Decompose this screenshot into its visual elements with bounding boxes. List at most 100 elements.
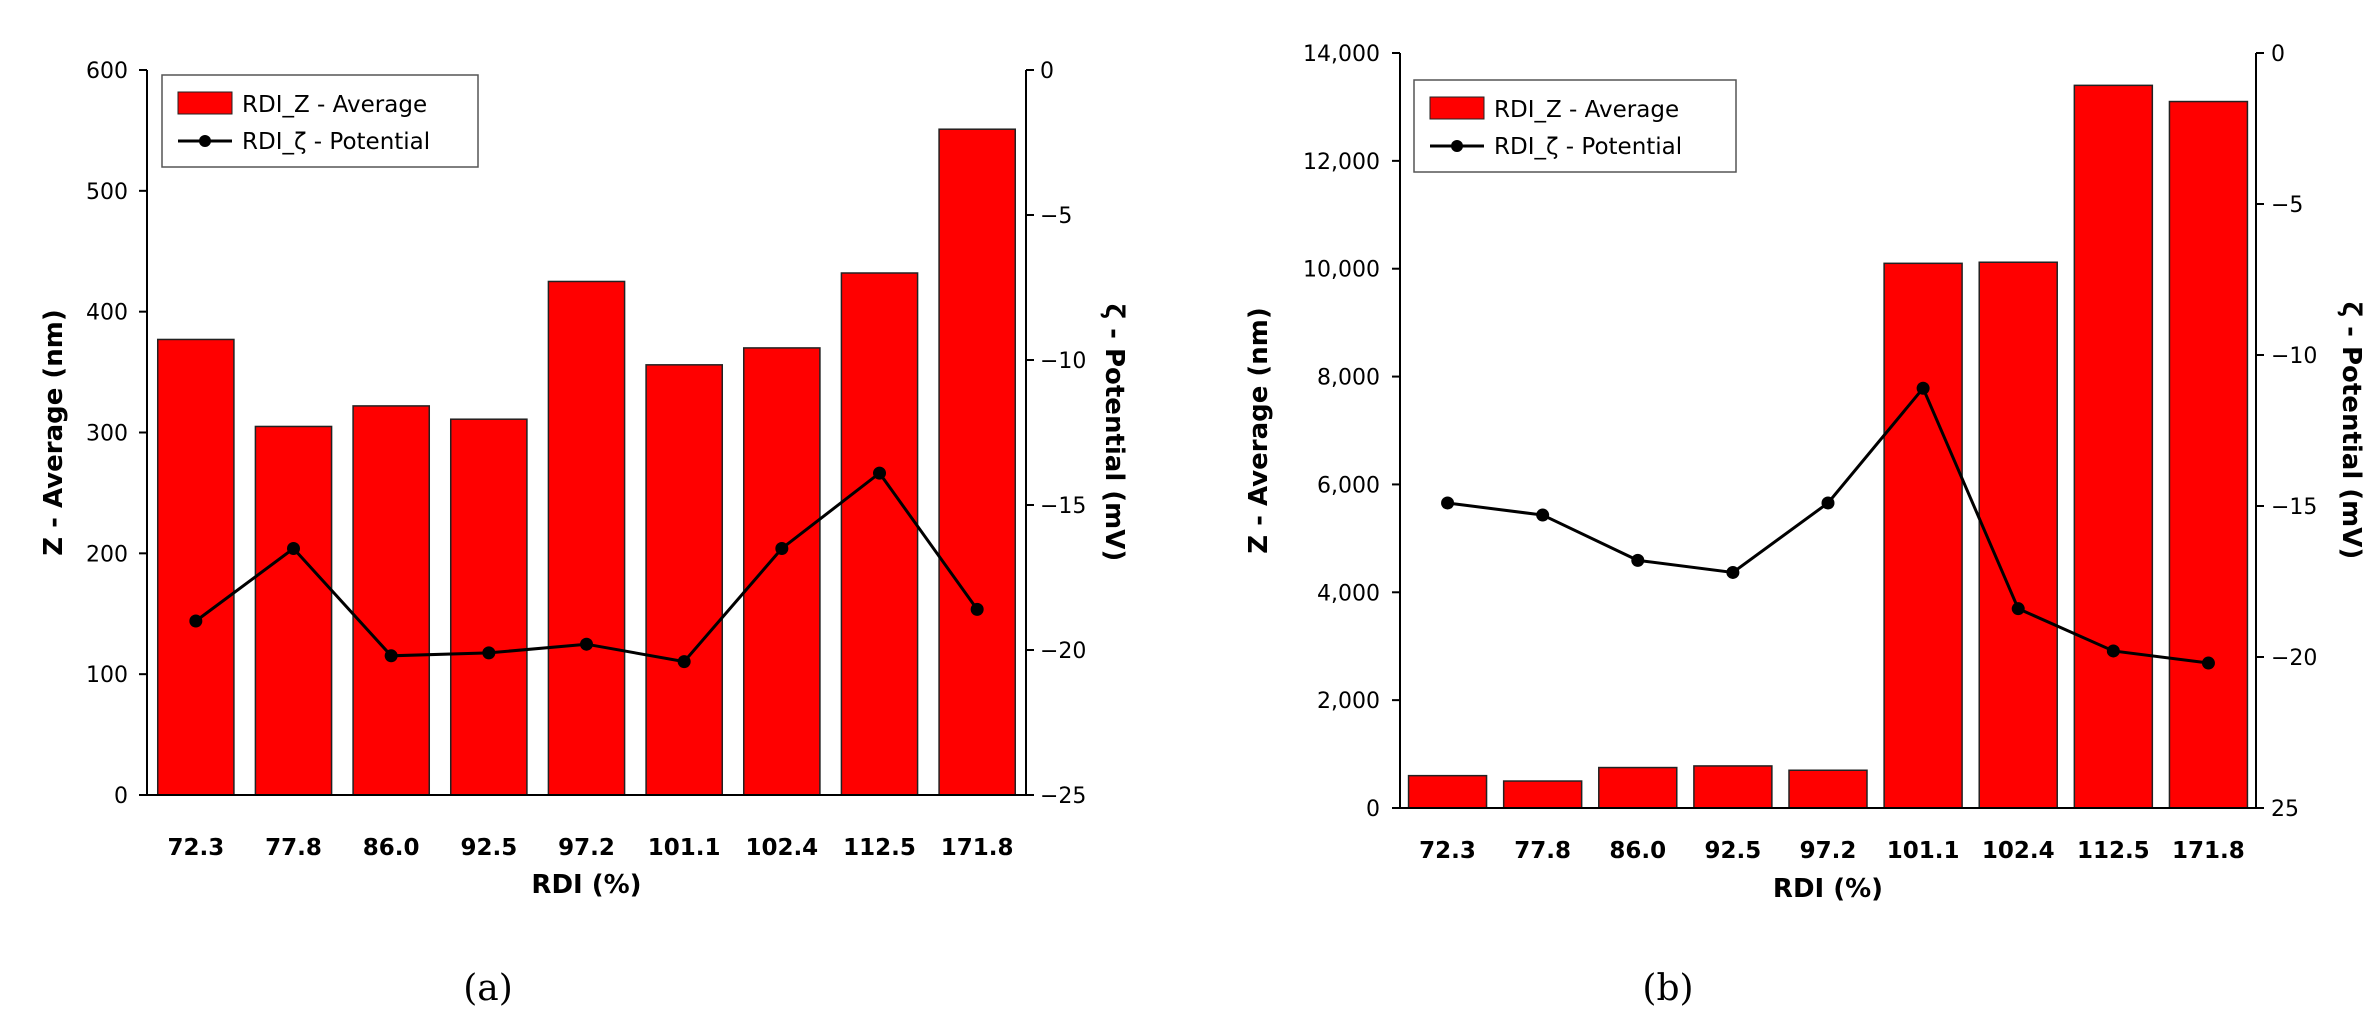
bar: [1788, 769, 1868, 809]
legend-bar-swatch: [1429, 96, 1485, 120]
y2-tick-label: −10: [2271, 344, 2317, 369]
y-tick-label: 8,000: [1317, 366, 1380, 391]
x-tick-label: 171.8: [2172, 838, 2245, 864]
x-tick-label: 102.4: [745, 835, 818, 861]
y-tick-label: 2,000: [1317, 689, 1380, 714]
x-tick-label: 92.5: [460, 835, 517, 861]
potential-point: [1916, 381, 1930, 395]
x-tick-label: 77.8: [265, 835, 322, 861]
x-tick-label: 101.1: [648, 835, 721, 861]
bar: [938, 128, 1017, 796]
y-tick-label: 300: [86, 422, 128, 447]
bar: [1407, 774, 1488, 809]
y2-tick-label: 0: [1040, 59, 1054, 84]
bar: [1502, 780, 1583, 809]
bar: [1978, 261, 2058, 809]
y2-axis-label: ζ - Potential (mV): [2336, 302, 2366, 560]
bar: [156, 338, 235, 796]
bar: [1598, 766, 1678, 809]
bar: [645, 364, 724, 796]
y-tick-label: 100: [86, 663, 128, 688]
bar: [840, 272, 919, 796]
x-axis-label: RDI (%): [1773, 874, 1883, 904]
bar: [1883, 262, 1963, 809]
potential-point: [2011, 602, 2025, 616]
potential-point: [1821, 496, 1835, 510]
y2-tick-label: −10: [1040, 349, 1086, 374]
x-tick-label: 97.2: [558, 835, 615, 861]
chart-panel-a: 0 100 200 300 400 500 600 0 −5 −10 −15 −20 −25 72.3 77…: [39, 59, 1129, 1009]
y-tick-label: 4,000: [1317, 581, 1380, 606]
y-tick-label: 0: [1366, 797, 1380, 822]
y2-tick-label: −15: [1040, 494, 1086, 519]
legend-bar-label: RDI_Z - Average: [242, 92, 427, 118]
potential-point: [873, 466, 886, 480]
potential-point: [287, 542, 300, 555]
x-tick-label: 77.8: [1514, 838, 1571, 864]
panel-label: (b): [1642, 968, 1693, 1009]
potential-point: [1631, 553, 1645, 567]
chart-panel-b: 0 2,000 4,000 6,000 8,000 10,000 12,000 14,000 0…: [1244, 42, 2366, 1009]
x-tick-label: 101.1: [1887, 838, 1960, 864]
x-tick-label: 92.5: [1705, 838, 1762, 864]
potential-point: [2106, 644, 2120, 658]
potential-point: [970, 602, 984, 616]
y-tick-label: 400: [86, 301, 128, 326]
legend-bar-label: RDI_Z - Average: [1494, 97, 1679, 123]
x-axis-label: RDI (%): [531, 870, 641, 900]
y2-tick-label: −20: [1040, 639, 1086, 664]
potential-point: [189, 614, 203, 628]
x-tick-label: 112.5: [843, 835, 916, 861]
x-tick-label: 86.0: [1609, 838, 1666, 864]
panel-label: (a): [463, 968, 513, 1009]
bar: [742, 347, 821, 796]
x-tick-label: 112.5: [2077, 838, 2150, 864]
bar: [2168, 100, 2249, 809]
y-axis-label: Z - Average (nm): [39, 309, 69, 556]
x-tick-label: 72.3: [167, 835, 224, 861]
y-tick-label: 200: [86, 542, 128, 567]
bar: [547, 280, 626, 796]
x-tick-label: 72.3: [1419, 838, 1476, 864]
legend-line-label: RDI_ζ - Potential: [242, 129, 430, 155]
potential-point: [482, 646, 496, 660]
y2-tick-label: 25: [2271, 797, 2299, 822]
legend-line-marker: [199, 135, 211, 147]
y-tick-label: 10,000: [1303, 258, 1380, 283]
y2-tick-label: −25: [1040, 784, 1086, 809]
bar: [254, 425, 333, 796]
y2-tick-label: 0: [2271, 42, 2285, 67]
bar: [2073, 84, 2154, 809]
x-tick-label: 102.4: [1982, 838, 2055, 864]
legend-bar-swatch: [177, 91, 233, 115]
x-tick-label: 86.0: [363, 835, 420, 861]
legend-line-label: RDI_ζ - Potential: [1494, 134, 1682, 160]
potential-point: [1726, 565, 1740, 579]
legend-box: [161, 74, 479, 168]
potential-point: [580, 637, 593, 651]
potential-point: [2201, 656, 2215, 670]
y2-tick-label: −20: [2271, 646, 2317, 671]
potential-point: [677, 655, 691, 669]
y2-tick-label: −5: [1040, 204, 1072, 229]
y2-tick-label: −15: [2271, 495, 2317, 520]
potential-point: [384, 649, 398, 663]
y-axis-label: Z - Average (nm): [1244, 307, 1274, 554]
bar: [1693, 765, 1773, 809]
y-tick-label: 500: [86, 180, 128, 205]
potential-point: [1441, 496, 1455, 510]
potential-point: [1536, 508, 1550, 522]
legend-box: [1413, 79, 1737, 173]
bar: [449, 418, 528, 796]
y2-axis-label: ζ - Potential (mV): [1099, 304, 1129, 562]
y2-tick-label: −5: [2271, 193, 2303, 218]
y-tick-label: 14,000: [1303, 42, 1380, 67]
x-tick-label: 171.8: [941, 835, 1014, 861]
bar: [352, 405, 431, 796]
potential-point: [775, 542, 789, 555]
y-tick-label: 12,000: [1303, 150, 1380, 175]
x-tick-label: 97.2: [1800, 838, 1857, 864]
y-tick-label: 0: [114, 784, 128, 809]
y-tick-label: 6,000: [1317, 473, 1380, 498]
